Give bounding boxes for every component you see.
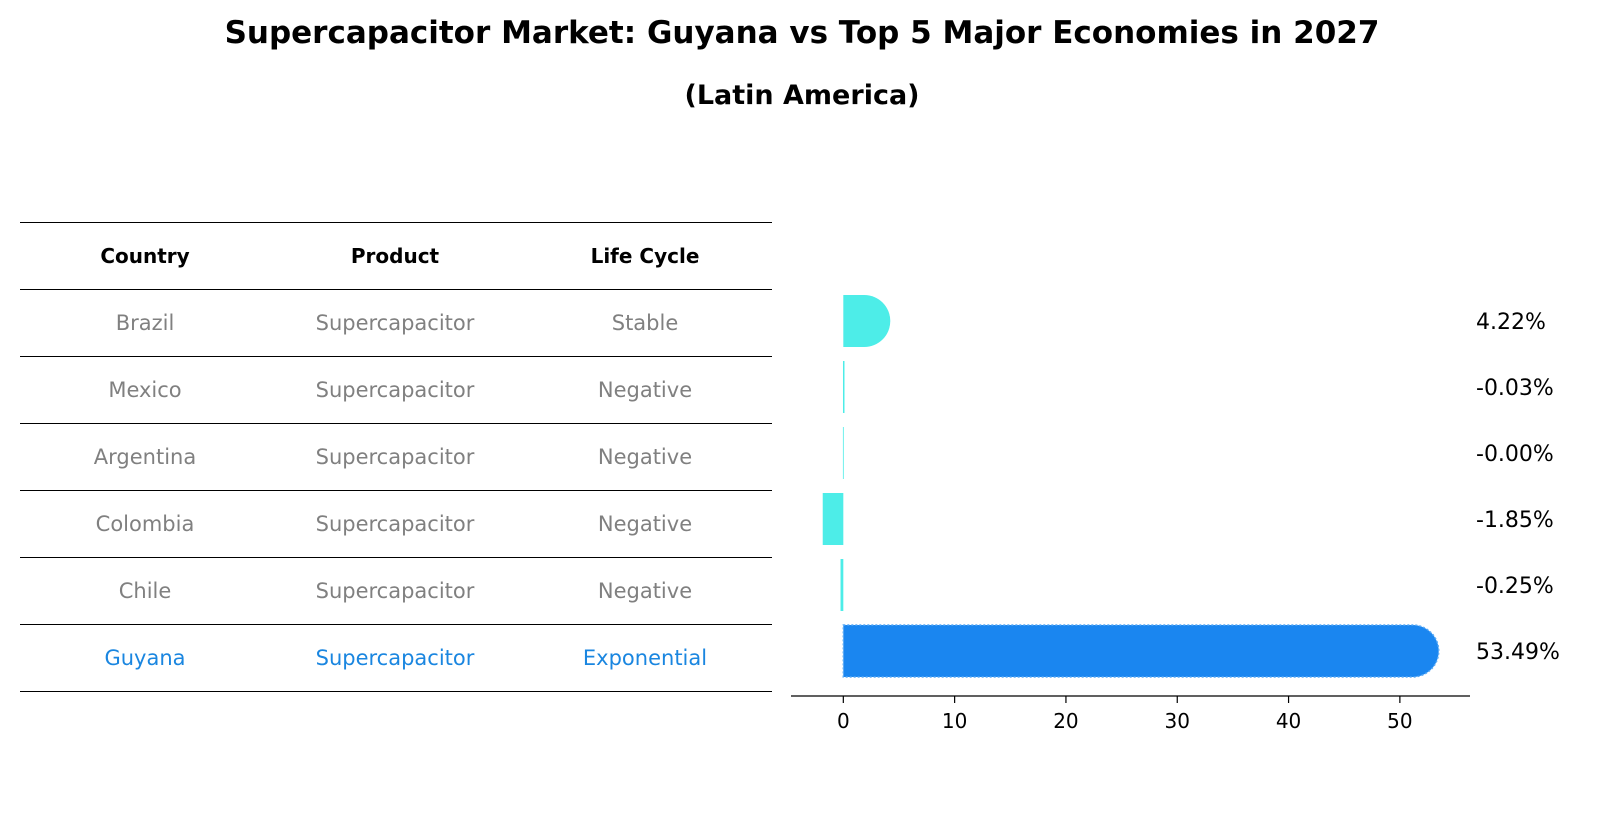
value-label-chile: -0.25%: [1476, 574, 1554, 599]
x-tick-label: 10: [942, 709, 967, 733]
table-row: Colombia Supercapacitor Negative: [20, 490, 772, 557]
cell-country: Chile: [118, 579, 172, 603]
cell-country: Colombia: [95, 512, 195, 536]
bar-brazil: [843, 295, 891, 347]
cell-life-cycle: Negative: [597, 512, 693, 536]
header-country: Country: [100, 244, 190, 268]
bar-guyana: [842, 624, 1440, 678]
cell-country: Mexico: [108, 378, 182, 402]
cell-product: Supercapacitor: [315, 378, 475, 402]
cell-product: Supercapacitor: [315, 445, 475, 469]
x-tick-label: 40: [1276, 709, 1301, 733]
bar-colombia: [822, 493, 844, 545]
table-row: Argentina Supercapacitor Negative: [20, 423, 772, 490]
data-table: Country Product Life Cycle Brazil Superc…: [20, 222, 772, 692]
table-row: Mexico Supercapacitor Negative: [20, 356, 772, 423]
cell-life-cycle: Negative: [597, 445, 693, 469]
chart-subtitle: (Latin America): [684, 80, 920, 111]
table-row: Brazil Supercapacitor Stable: [20, 289, 772, 356]
table-row: Chile Supercapacitor Negative: [20, 557, 772, 624]
cell-country: Guyana: [104, 646, 186, 670]
cell-country: Brazil: [115, 311, 175, 335]
bar-chile: [840, 559, 844, 611]
value-label-brazil: 4.22%: [1476, 310, 1546, 335]
table-row-highlight: Guyana Supercapacitor Exponential: [20, 624, 772, 692]
value-label-argentina: -0.00%: [1476, 442, 1554, 467]
cell-country: Argentina: [93, 445, 197, 469]
cell-product: Supercapacitor: [315, 512, 475, 536]
value-label-guyana: 53.49%: [1476, 640, 1560, 665]
chart-title: Supercapacitor Market: Guyana vs Top 5 M…: [224, 15, 1380, 51]
bar-argentina: [842, 427, 844, 479]
cell-life-cycle: Negative: [597, 378, 693, 402]
cell-life-cycle: Stable: [611, 311, 679, 335]
value-label-mexico: -0.03%: [1476, 376, 1554, 401]
table-header-row: Country Product Life Cycle: [20, 222, 772, 289]
bar-mexico: [842, 361, 845, 413]
x-tick-label: 50: [1387, 709, 1412, 733]
cell-product: Supercapacitor: [315, 646, 475, 670]
cell-product: Supercapacitor: [315, 579, 475, 603]
x-tick-label: 30: [1165, 709, 1190, 733]
cell-product: Supercapacitor: [315, 311, 475, 335]
header-life-cycle: Life Cycle: [590, 244, 700, 268]
value-label-colombia: -1.85%: [1476, 508, 1554, 533]
x-tick-label: 0: [837, 709, 850, 733]
x-tick-label: 20: [1053, 709, 1078, 733]
cell-life-cycle: Negative: [597, 579, 693, 603]
cell-life-cycle: Exponential: [582, 646, 708, 670]
header-product: Product: [350, 244, 440, 268]
